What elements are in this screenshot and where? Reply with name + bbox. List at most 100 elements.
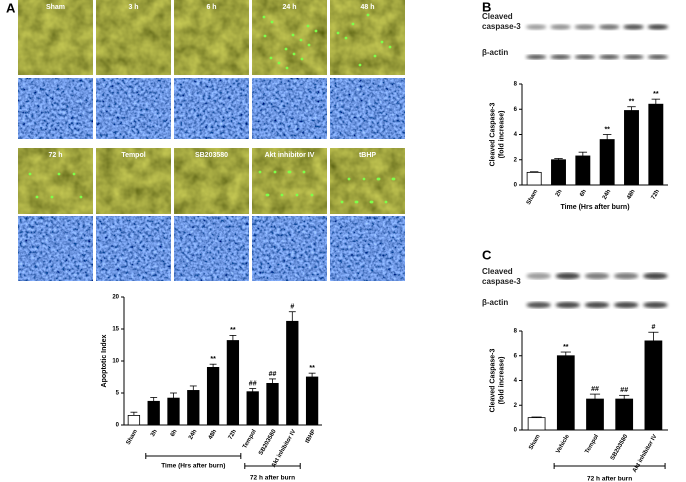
x-tick-label: 24h <box>188 429 199 441</box>
micrograph-tunel <box>18 0 93 75</box>
apoptotic-cell <box>269 56 273 60</box>
apoptotic-cell <box>277 61 281 65</box>
y-tick-label: 0 <box>514 183 518 189</box>
micrograph-label: Tempol <box>121 152 145 159</box>
apoptotic-cell <box>380 40 384 44</box>
significance-label: ## <box>249 380 257 387</box>
significance-label: ** <box>629 99 635 106</box>
bar <box>551 159 566 186</box>
micrograph-dapi <box>18 216 93 281</box>
blot-band <box>643 272 668 280</box>
micrograph-label: 6 h <box>206 4 216 11</box>
apoptotic-cell <box>262 15 266 19</box>
significance-label: ** <box>210 356 216 363</box>
x-tick-label: Sham <box>126 429 139 446</box>
blot-band <box>550 24 571 30</box>
y-axis-label: Cleaved Caspase-3 (fold increase) <box>489 102 505 166</box>
x-tick-label: 48h <box>626 189 637 201</box>
apoptotic-cell <box>258 170 262 174</box>
blot-band <box>613 272 639 280</box>
apoptotic-cell <box>295 193 299 197</box>
x-tick-label: SB203580 <box>610 433 630 461</box>
apoptotic-cell <box>384 200 388 204</box>
bar <box>648 103 664 186</box>
x-tick-label: Sham <box>526 189 539 206</box>
blot-label: β-actin <box>482 48 509 57</box>
apoptotic-cell <box>273 170 277 174</box>
bar <box>246 391 259 426</box>
y-axis-label-line: Apoptotic Index <box>101 334 108 387</box>
blot-label: β-actin <box>482 298 509 307</box>
apoptotic-cell <box>314 29 318 33</box>
significance-label: ## <box>620 387 628 394</box>
micrograph-label: 3 h <box>128 4 138 11</box>
y-tick-label: 8 <box>514 329 518 335</box>
significance-label: # <box>290 304 294 311</box>
y-axis-label: Apoptotic Index <box>101 334 108 387</box>
micrograph-tunel <box>18 148 93 214</box>
bar <box>586 398 604 431</box>
bar <box>615 398 634 431</box>
significance-label: ** <box>309 365 315 372</box>
group-label: 72 h after burn <box>587 476 632 482</box>
blot-band <box>574 24 596 30</box>
blot-band <box>550 54 571 60</box>
significance-label: ** <box>563 344 569 351</box>
blot-band <box>623 24 644 30</box>
significance-label: ** <box>653 91 659 98</box>
blot-band <box>613 302 639 308</box>
micrograph-dapi <box>174 216 249 281</box>
x-tick-label: Vehicle <box>555 433 571 454</box>
apoptotic-cell <box>50 195 54 199</box>
micrograph-tunel <box>96 0 171 75</box>
y-axis-label: Cleaved Caspase-3 (fold increase) <box>489 348 505 412</box>
micrograph-label: Akt inhibitor IV <box>265 152 315 159</box>
bar <box>599 139 615 186</box>
y-tick-label: 15 <box>112 327 119 333</box>
y-tick-label: 10 <box>112 359 119 365</box>
x-tick-label: Tempol <box>242 429 258 450</box>
bar <box>644 340 663 431</box>
micrograph-dapi <box>18 78 93 139</box>
bar <box>147 400 160 426</box>
x-tick-label: Akt inhibitor IV <box>632 434 659 474</box>
apoptotic-cell <box>284 47 288 51</box>
significance-label: ** <box>604 126 610 133</box>
blot-band <box>647 24 669 30</box>
bar <box>624 110 639 186</box>
y-tick-label: 2 <box>514 157 518 163</box>
bar <box>556 355 575 431</box>
micrograph-tunel <box>330 0 405 75</box>
micrograph-dapi <box>96 78 171 139</box>
apoptotic-cell <box>362 177 366 181</box>
x-tick-label: tBHP <box>305 429 318 445</box>
apoptotic-cell <box>280 193 284 197</box>
apoptotic-cell <box>340 200 344 204</box>
micrograph-label: 48 h <box>360 4 374 11</box>
micrograph-tunel <box>252 0 327 75</box>
significance-label: ** <box>230 327 236 334</box>
x-tick-label: 24h <box>602 189 613 201</box>
bar <box>167 397 180 426</box>
x-tick-label: 6h <box>170 429 179 438</box>
y-axis-label-line: (fold increase) <box>498 111 505 159</box>
x-tick-label: 72h <box>651 189 662 201</box>
y-tick-label: 4 <box>514 378 518 384</box>
bar <box>305 376 319 426</box>
apoptotic-cell <box>307 43 311 47</box>
y-tick-label: 0 <box>116 423 120 429</box>
blot-band <box>555 302 581 308</box>
bar <box>526 171 542 186</box>
blot-label: Cleaved caspase-3 <box>482 267 521 286</box>
apoptotic-cell <box>270 20 274 24</box>
group-label: 72 h after burn <box>250 475 295 482</box>
blot-band <box>584 272 610 280</box>
apoptotic-cell <box>35 195 39 199</box>
apoptotic-cell <box>355 200 359 204</box>
blot-band <box>526 272 551 280</box>
apoptotic-cell <box>377 177 381 181</box>
micrograph-dapi <box>174 78 249 139</box>
blot-band <box>623 54 644 60</box>
blot-label: Cleaved caspase-3 <box>482 12 521 31</box>
